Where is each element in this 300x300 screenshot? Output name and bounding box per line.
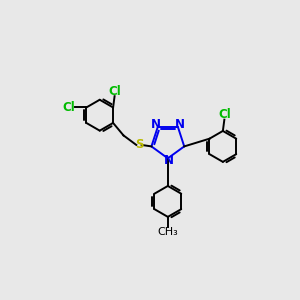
Text: N: N (175, 118, 185, 131)
Text: Cl: Cl (108, 85, 121, 98)
Text: N: N (164, 154, 173, 167)
Text: N: N (151, 118, 160, 131)
Text: Cl: Cl (218, 108, 231, 121)
Text: CH₃: CH₃ (158, 227, 178, 237)
Text: S: S (135, 138, 143, 152)
Text: Cl: Cl (63, 101, 76, 114)
